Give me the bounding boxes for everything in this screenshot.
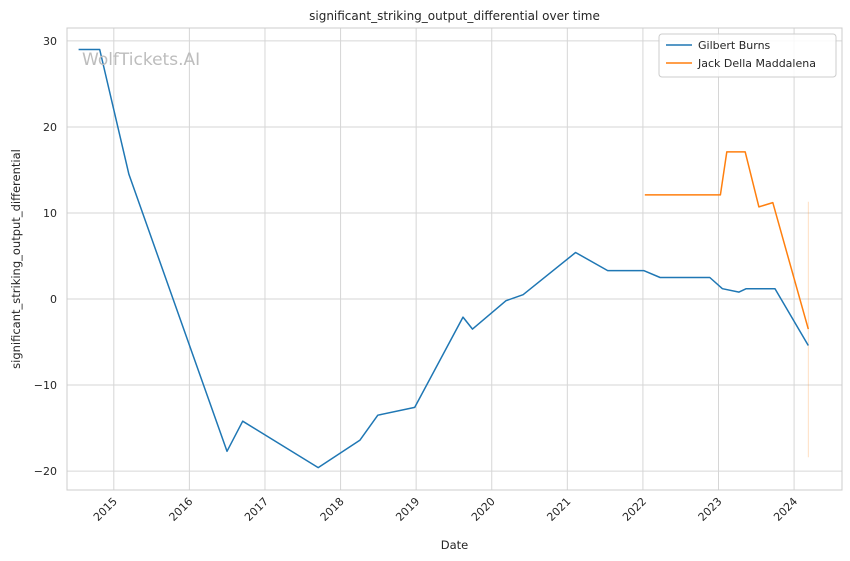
x-tick-label-2019: 2019 — [393, 495, 422, 524]
x-tick-label-2023: 2023 — [696, 495, 725, 524]
legend-label-gilbert-burns: Gilbert Burns — [698, 39, 771, 52]
x-tick-label-2018: 2018 — [318, 495, 347, 524]
series-layer — [78, 48, 810, 469]
x-tick-label-2015: 2015 — [91, 495, 120, 524]
y-axis-ticks: 30 20 10 0 −10 −20 — [34, 35, 57, 478]
y-axis-label: significant_striking_output_differential — [9, 149, 23, 369]
x-tick-label-2021: 2021 — [544, 495, 573, 524]
watermark: WolfTickets.AI — [82, 50, 200, 70]
series-line-gilbert-burns — [78, 48, 809, 469]
legend-label-jack-della-maddalena: Jack Della Maddalena — [697, 57, 816, 70]
legend: Gilbert Burns Jack Della Maddalena — [658, 33, 837, 78]
y-tick-label-4: −10 — [34, 379, 57, 392]
x-tick-label-2022: 2022 — [620, 495, 649, 524]
plot-frame — [66, 27, 843, 491]
x-axis-ticks: 2015 2016 2017 2018 2019 2020 2021 2022 2023 2024 — [91, 495, 800, 524]
x-tick-label-2016: 2016 — [167, 495, 196, 524]
y-tick-label-2: 10 — [43, 207, 57, 220]
y-tick-label-5: −20 — [34, 465, 57, 478]
y-tick-label-0: 30 — [43, 35, 57, 48]
series-line-jack-della-maddalena — [644, 151, 810, 330]
y-tick-label-3: 0 — [50, 293, 57, 306]
legend-box — [658, 33, 837, 78]
x-axis-label: Date — [441, 538, 469, 552]
x-tick-label-2020: 2020 — [469, 495, 498, 524]
grid — [67, 28, 842, 490]
x-tick-label-2017: 2017 — [242, 495, 271, 524]
x-tick-label-2024: 2024 — [771, 495, 800, 524]
y-tick-label-1: 20 — [43, 121, 57, 134]
chart-title: significant_striking_output_differential… — [309, 9, 600, 23]
